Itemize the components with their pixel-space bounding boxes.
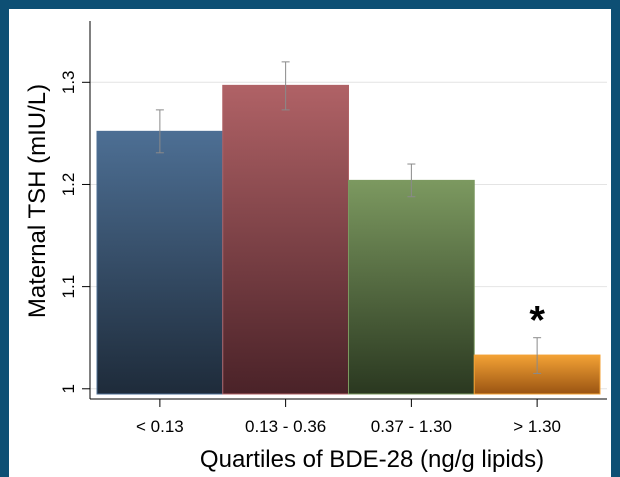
x-tick-label: 0.13 - 0.36	[245, 417, 326, 436]
x-tick-label: < 0.13	[136, 417, 184, 436]
y-axis-title: Maternal TSH (mIU/L)	[24, 84, 51, 318]
x-tick-label: 0.37 - 1.30	[371, 417, 452, 436]
bars	[96, 84, 601, 395]
y-tick-label: 1	[59, 384, 78, 393]
bar-chart: 1 1.1 1.2 1.3 < 0.13 0.13 - 0.36 0.37 - 1.30 > …	[24, 21, 607, 473]
labels: 1 1.1 1.2 1.3 < 0.13 0.13 - 0.36 0.37 - 1.30 > …	[59, 70, 561, 436]
bar	[222, 84, 349, 395]
axes	[82, 21, 607, 407]
significance-marker: *	[529, 299, 545, 343]
chart-frame: 1 1.1 1.2 1.3 < 0.13 0.13 - 0.36 0.37 - 1.30 > …	[9, 9, 611, 477]
bar	[348, 179, 475, 395]
y-tick-label: 1.2	[59, 173, 78, 197]
error-bars	[155, 61, 542, 374]
y-tick-label: 1.3	[59, 70, 78, 94]
x-tick-label: > 1.30	[513, 417, 561, 436]
x-axis-title: Quartiles of BDE-28 (ng/g lipids)	[200, 446, 544, 473]
bar	[96, 130, 224, 395]
y-tick-label: 1.1	[59, 275, 78, 299]
